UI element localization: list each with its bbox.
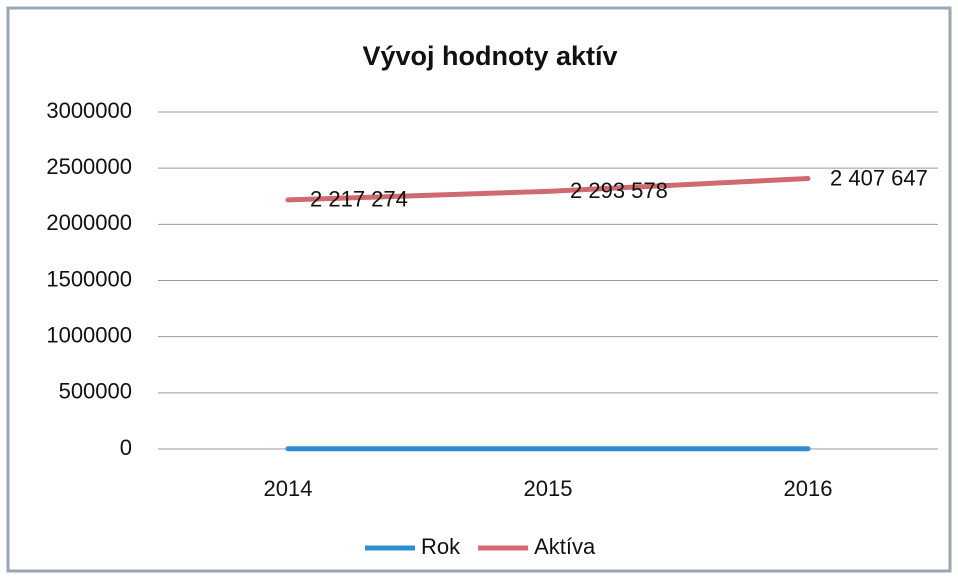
y-tick-label: 1500000 [46,266,132,291]
y-tick-label: 500000 [59,379,132,404]
data-label: 2 407 647 [830,165,928,190]
y-tick-label: 1000000 [46,322,132,347]
y-tick-label: 2000000 [46,210,132,235]
data-label: 2 217 274 [310,187,408,212]
chart-title: Vývoj hodnoty aktív [362,41,617,71]
legend-label: Aktíva [534,534,596,559]
data-label: 2 293 578 [570,178,668,203]
data-line [285,176,811,203]
x-tick-label: 2014 [264,476,313,501]
x-tick-label: 2015 [524,476,573,501]
legend-label: Rok [421,534,461,559]
chart-frame [6,6,952,573]
y-tick-label: 3000000 [46,98,132,123]
y-tick-label: 2500000 [46,154,132,179]
x-tick-label: 2016 [784,476,833,501]
y-tick-label: 0 [120,435,132,460]
